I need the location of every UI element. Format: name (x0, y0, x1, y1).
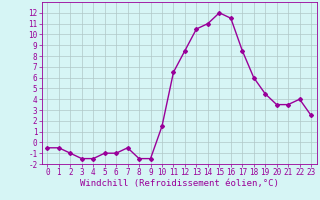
X-axis label: Windchill (Refroidissement éolien,°C): Windchill (Refroidissement éolien,°C) (80, 179, 279, 188)
